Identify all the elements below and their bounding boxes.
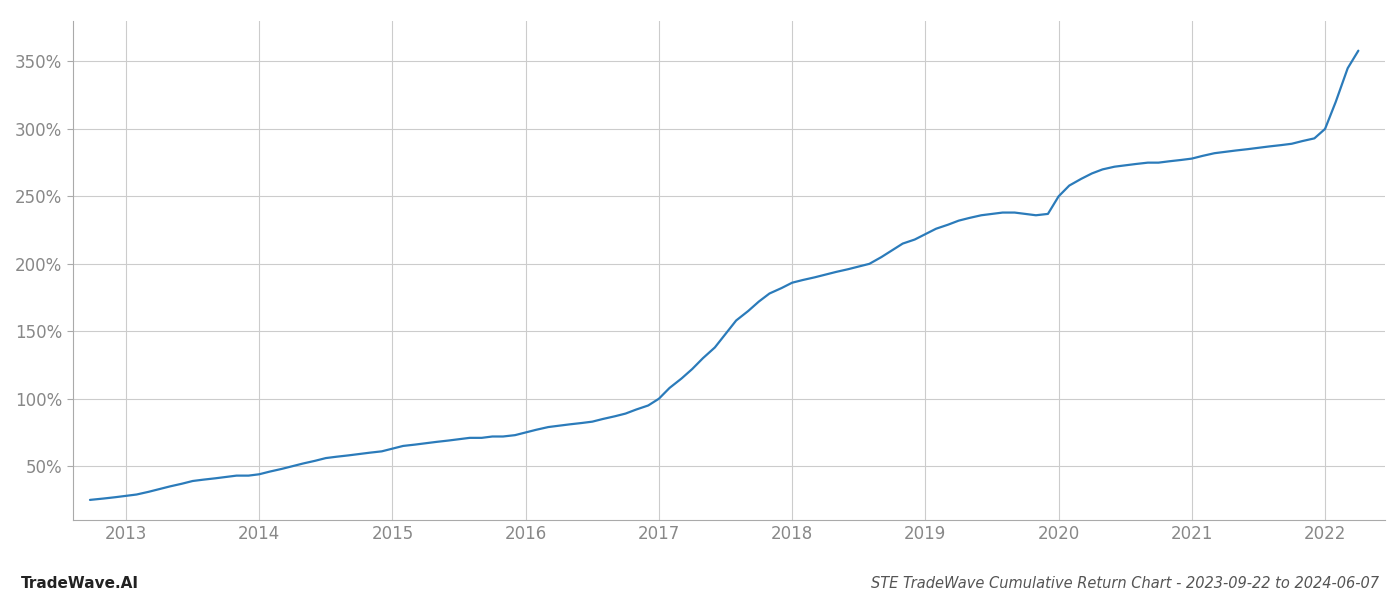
- Text: STE TradeWave Cumulative Return Chart - 2023-09-22 to 2024-06-07: STE TradeWave Cumulative Return Chart - …: [871, 576, 1379, 591]
- Text: TradeWave.AI: TradeWave.AI: [21, 576, 139, 591]
